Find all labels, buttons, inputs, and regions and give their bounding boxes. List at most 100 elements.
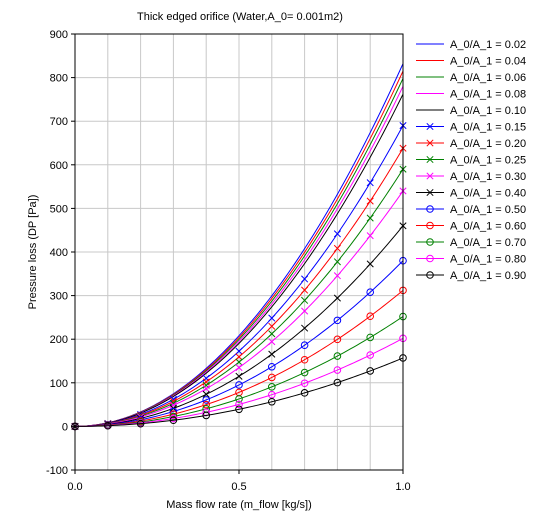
legend-label: A_0/A_1 = 0.20 (450, 138, 526, 150)
data-point (268, 373, 276, 382)
legend-label: A_0/A_1 = 0.60 (450, 221, 526, 233)
legend-marker (426, 139, 434, 147)
chart-title: Thick edged orifice (Water,A_0= 0.001m2) (137, 11, 343, 23)
legend-label: A_0/A_1 = 0.06 (450, 72, 526, 84)
data-point (104, 421, 112, 430)
legend-marker (426, 122, 434, 131)
data-point (202, 411, 210, 420)
legend-label: A_0/A_1 = 0.15 (450, 122, 526, 134)
series-lines (71, 63, 407, 431)
series-line (74, 93, 404, 427)
data-point (136, 419, 145, 428)
series-line (74, 260, 404, 427)
data-point (301, 286, 309, 294)
data-point (268, 330, 276, 338)
data-point (366, 232, 374, 240)
data-point (366, 367, 375, 375)
data-point (268, 338, 276, 346)
series-12 (71, 286, 407, 431)
data-point (235, 395, 243, 403)
legend-entry: A_0/A_1 = 0.80 (416, 254, 526, 266)
legend-label: A_0/A_1 = 0.90 (450, 270, 526, 282)
axis-ticks: -100 0 100 200 300 400 500 600 700 800 900 0.0 0.5 1.… (46, 29, 411, 493)
legend-marker (426, 221, 434, 230)
data-point (268, 397, 276, 406)
data-point (333, 272, 341, 280)
x-tick-label: 0.0 (67, 481, 82, 493)
data-point (366, 288, 375, 296)
y-axis-label: Pressure loss (DP [Pa]) (27, 195, 39, 310)
y-tick-label: -100 (46, 465, 68, 477)
data-point (169, 410, 178, 418)
data-point (202, 385, 210, 393)
legend-entry: A_0/A_1 = 0.06 (416, 72, 526, 84)
data-point (366, 351, 375, 359)
data-point (333, 244, 341, 252)
series-5 (74, 93, 404, 427)
series-line (74, 289, 404, 427)
legend-entry: A_0/A_1 = 0.02 (416, 39, 526, 51)
data-point (333, 352, 342, 360)
y-tick-label: 400 (50, 247, 68, 259)
legend-marker (426, 205, 434, 213)
series-line (74, 316, 404, 427)
data-point (366, 179, 374, 187)
legend-marker (426, 271, 434, 279)
data-point (235, 347, 243, 355)
legend-marker (426, 188, 434, 197)
data-point (301, 275, 309, 283)
data-point (300, 389, 309, 397)
y-tick-label: 800 (50, 73, 68, 85)
x-axis-label: Mass flow rate (m_flow [kg/s]) (166, 499, 311, 511)
data-point (235, 400, 243, 409)
legend-entry: A_0/A_1 = 0.40 (416, 188, 526, 200)
legend-entry: A_0/A_1 = 0.60 (416, 221, 526, 233)
legend-marker (426, 172, 434, 180)
data-point (333, 335, 342, 344)
legend-label: A_0/A_1 = 0.25 (450, 155, 526, 167)
data-point (235, 353, 243, 361)
series-line (74, 357, 404, 427)
x-tick-label: 0.5 (231, 481, 246, 493)
legend-label: A_0/A_1 = 0.04 (450, 56, 526, 68)
legend-label: A_0/A_1 = 0.08 (450, 89, 526, 101)
legend-marker (426, 238, 434, 246)
grid (75, 34, 403, 470)
data-point (333, 294, 341, 302)
data-point (235, 372, 243, 380)
data-point (300, 379, 309, 388)
legend-entry: A_0/A_1 = 0.10 (416, 105, 526, 117)
data-point (301, 307, 309, 315)
data-point (333, 366, 342, 374)
data-point (366, 214, 374, 222)
y-tick-label: 700 (50, 116, 68, 128)
legend-entry: A_0/A_1 = 0.70 (416, 237, 526, 249)
y-tick-label: 600 (50, 160, 68, 172)
legend-label: A_0/A_1 = 0.50 (450, 204, 526, 216)
series-line (74, 337, 404, 427)
data-point (300, 368, 309, 377)
legend-marker (426, 254, 434, 263)
data-point (268, 350, 276, 358)
data-point (235, 358, 243, 366)
data-point (235, 405, 243, 414)
data-point (235, 363, 243, 372)
legend-label: A_0/A_1 = 0.70 (450, 237, 526, 249)
data-point (366, 333, 375, 342)
legend-entry: A_0/A_1 = 0.08 (416, 89, 526, 101)
legend-label: A_0/A_1 = 0.80 (450, 254, 526, 266)
data-point (333, 378, 342, 387)
legend-entry: A_0/A_1 = 0.25 (416, 155, 526, 167)
x-tick-label: 1.0 (395, 481, 410, 493)
legend-entry: A_0/A_1 = 0.90 (416, 270, 526, 282)
y-tick-label: 0 (62, 421, 68, 433)
data-point (268, 322, 276, 330)
data-point (235, 381, 243, 389)
data-point (300, 355, 309, 364)
data-point (169, 399, 177, 407)
data-point (268, 314, 276, 322)
data-point (333, 230, 341, 238)
data-point (301, 324, 309, 332)
data-point (169, 416, 178, 425)
